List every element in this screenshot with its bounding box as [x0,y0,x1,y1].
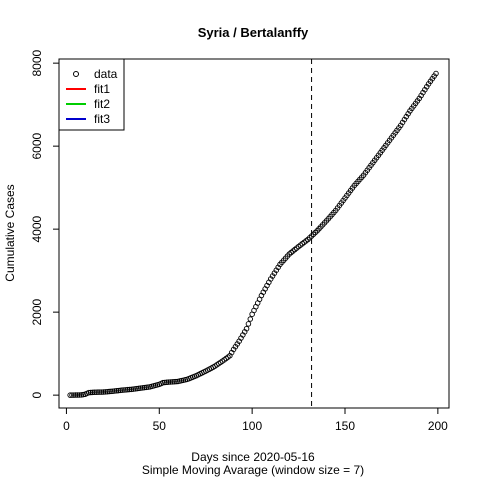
data-point [93,389,99,395]
data-point [85,389,92,396]
data-point [102,389,109,395]
data-point [128,386,135,393]
data-point [97,389,103,395]
data-point [89,389,96,396]
data-point [91,389,98,395]
data-point [433,70,439,77]
data-point [119,387,125,393]
legend: data fit1 fit2 fit3 [58,58,125,131]
x-axis-label: Days since 2020-05-16 [191,450,315,464]
data-point [163,379,170,386]
data-point [134,385,140,392]
x-tick-label: 0 [63,419,70,433]
data-point [110,388,116,394]
data-points [67,70,439,398]
data-point [117,387,124,394]
data-point [136,385,142,392]
data-point [100,389,107,395]
data-point [243,325,250,332]
data-point [108,388,114,395]
data-point [87,389,94,396]
legend-data-label: data [94,67,118,81]
data-point [72,392,79,398]
data-point [245,321,252,327]
data-point [121,387,127,393]
x-tick-label: 150 [335,419,355,433]
x-axis-sublabel: Simple Moving Avarage (window size = 7) [142,463,364,477]
data-point [247,316,254,322]
data-point [167,379,174,385]
y-tick-label: 4000 [30,215,44,242]
data-point [169,379,176,385]
data-point [69,392,75,398]
data-point [76,392,83,398]
data-point [137,385,144,391]
x-axis: 0 50 100 150 200 [63,407,448,433]
data-point [115,387,122,394]
data-point [74,392,81,398]
x-tick-label: 200 [428,419,448,433]
data-point [145,384,151,390]
y-axis-label: Cumulative Cases [3,184,17,281]
data-point [126,386,133,393]
y-axis: 0 2000 4000 6000 8000 [30,49,60,398]
data-point [124,386,131,393]
chart-title: Syria / Bertalanffy [198,25,309,40]
data-point [139,385,146,391]
x-tick-label: 50 [153,419,167,433]
data-point [160,379,166,386]
y-tick-label: 8000 [30,49,44,76]
data-point [111,388,118,394]
legend-data-marker [73,71,79,77]
y-tick-label: 2000 [30,298,44,325]
data-point [106,388,112,395]
legend-fit2-label: fit2 [94,97,110,111]
data-point [104,388,111,395]
data-point [132,386,138,392]
data-point [143,384,150,391]
data-point [95,389,101,395]
data-point [171,378,177,385]
x-tick-label: 100 [242,419,262,433]
data-point [173,378,179,385]
data-point [123,387,129,393]
data-point [165,379,172,385]
data-point [141,384,148,391]
data-point [71,392,77,398]
data-point [113,388,120,394]
data-point [130,386,137,392]
legend-fit3-label: fit3 [94,112,110,126]
data-point [162,379,168,386]
y-tick-label: 6000 [30,132,44,159]
y-tick-label: 0 [30,391,44,398]
data-point [67,392,73,398]
legend-fit1-label: fit1 [94,82,110,96]
data-point [98,389,105,395]
